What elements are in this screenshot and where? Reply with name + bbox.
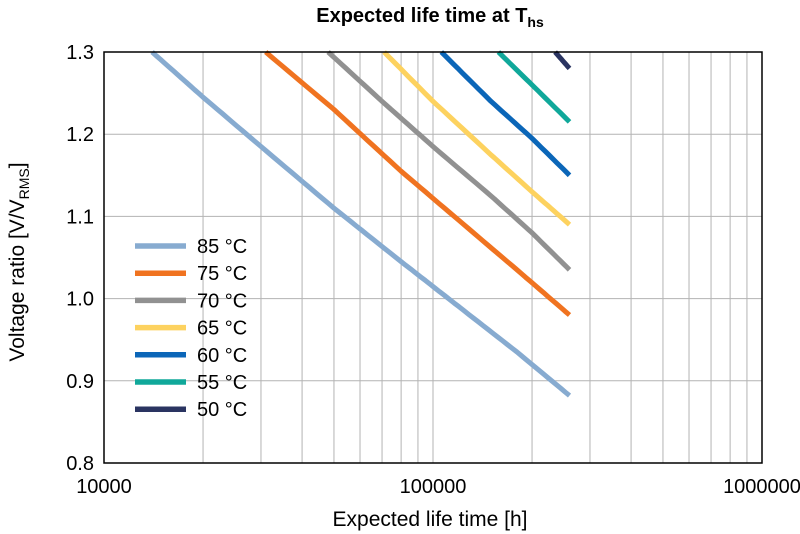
chart-title-subscript: hs [527,14,544,30]
series-line [264,50,572,317]
series-line [150,50,572,398]
x-tick-label: 100000 [400,476,467,498]
chart-title: Expected life time at Ths [316,5,544,30]
y-tick-label: 1.2 [66,124,94,146]
y-tick-label: 0.8 [66,453,94,475]
legend-label: 65 °C [197,318,247,340]
x-tick-label: 10000 [76,476,132,498]
x-tick-labels: 10000 100000 1000000 [76,476,800,498]
series-lines [150,50,572,398]
legend-label: 50 °C [197,399,247,421]
chart-title-main: Expected life time at T [316,5,527,27]
y-axis-label: Voltage ratio [V/VRMS] [6,162,32,361]
legend-label: 60 °C [197,345,247,367]
x-tick-label: 1000000 [723,476,800,498]
series-line [553,50,572,71]
series-line [496,50,572,124]
legend: 85 °C 75 °C 70 °C 65 °C 60 °C 55 °C 50 °C [135,236,247,421]
grid [103,51,762,464]
y-tick-labels: 0.8 0.9 1.0 1.1 1.2 1.3 [66,42,94,475]
series-line [326,50,572,272]
x-axis-label: Expected life time [h] [333,508,528,531]
y-tick-label: 1.1 [66,206,94,228]
y-axis-label-suffix: ] [6,162,29,168]
y-tick-label: 1.3 [66,42,94,64]
y-axis-label-subscript: RMS [16,168,32,199]
y-tick-label: 1.0 [66,289,94,311]
plot-frame [103,51,763,464]
y-tick-label: 0.9 [66,371,94,393]
y-axis-label-main: Voltage ratio [V/V [6,199,29,361]
series-line [439,50,572,178]
legend-label: 55 °C [197,372,247,394]
series-line [382,50,572,227]
legend-label: 75 °C [197,263,247,285]
legend-label: 70 °C [197,290,247,312]
legend-label: 85 °C [197,236,247,258]
